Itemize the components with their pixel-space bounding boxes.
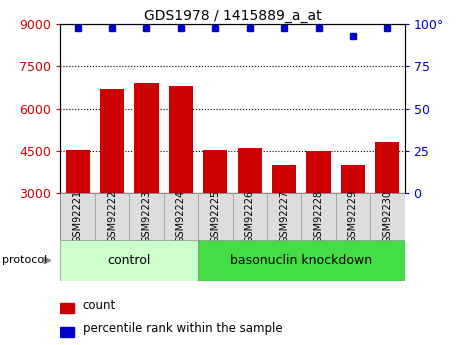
- Text: GSM92227: GSM92227: [279, 190, 289, 243]
- Bar: [169, 86, 193, 193]
- Bar: [60, 193, 95, 240]
- Text: count: count: [83, 299, 116, 312]
- Text: protocol: protocol: [2, 256, 47, 265]
- Bar: [375, 142, 399, 193]
- Bar: [198, 193, 232, 240]
- Bar: [203, 149, 227, 193]
- Text: GSM92223: GSM92223: [141, 190, 152, 243]
- Text: GSM92228: GSM92228: [313, 190, 324, 243]
- Bar: [60, 327, 74, 337]
- Text: GSM92230: GSM92230: [382, 190, 392, 243]
- Bar: [164, 193, 198, 240]
- Text: control: control: [107, 254, 151, 267]
- Bar: [95, 193, 129, 240]
- Text: GSM92224: GSM92224: [176, 190, 186, 243]
- Text: GSM92225: GSM92225: [210, 190, 220, 243]
- Bar: [198, 240, 405, 281]
- Text: percentile rank within the sample: percentile rank within the sample: [83, 322, 282, 335]
- Bar: [301, 193, 336, 240]
- Bar: [134, 83, 159, 193]
- Bar: [100, 89, 124, 193]
- Bar: [341, 165, 365, 193]
- Bar: [306, 151, 331, 193]
- Text: GSM92222: GSM92222: [107, 190, 117, 243]
- Bar: [336, 193, 370, 240]
- Title: GDS1978 / 1415889_a_at: GDS1978 / 1415889_a_at: [144, 9, 321, 23]
- Bar: [66, 149, 90, 193]
- Bar: [370, 193, 405, 240]
- Text: GSM92226: GSM92226: [245, 190, 255, 243]
- Bar: [129, 193, 164, 240]
- Bar: [232, 193, 267, 240]
- Text: GSM92229: GSM92229: [348, 190, 358, 243]
- Text: GSM92221: GSM92221: [73, 190, 83, 243]
- Bar: [60, 240, 198, 281]
- Bar: [267, 193, 301, 240]
- Bar: [60, 303, 74, 313]
- Bar: [238, 148, 262, 193]
- Bar: [272, 165, 296, 193]
- Text: basonuclin knockdown: basonuclin knockdown: [230, 254, 372, 267]
